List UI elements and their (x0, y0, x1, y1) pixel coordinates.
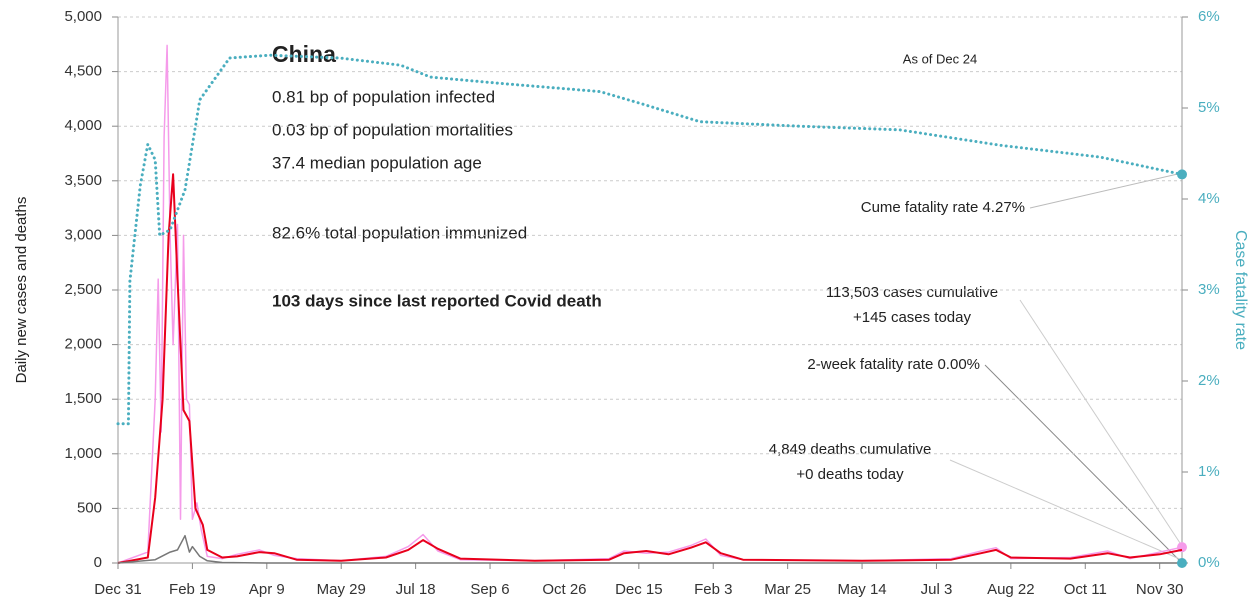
callout: Cume fatality rate 4.27% (861, 199, 1025, 216)
callout: 2-week fatality rate 0.00% (807, 356, 980, 373)
y2-tick-label: 2% (1198, 372, 1220, 389)
callout-line (1019, 299, 1183, 547)
callout: +145 cases today (853, 309, 972, 326)
y-tick-label: 3,000 (64, 226, 102, 243)
x-tick-label: Dec 15 (615, 581, 663, 598)
highlight: 103 days since last reported Covid death (272, 291, 602, 310)
y2-tick-label: 3% (1198, 281, 1220, 298)
y-tick-label: 500 (77, 499, 102, 516)
y-tick-label: 1,000 (64, 445, 102, 462)
callout: 113,503 cases cumulative (826, 284, 998, 301)
series-line (117, 534, 1182, 564)
y2-axis-label: Case fatality rate (1232, 230, 1249, 350)
x-tick-label: Aug 22 (987, 581, 1035, 598)
callout-line (984, 364, 1183, 564)
annotation: 0.81 bp of population infected (272, 87, 495, 106)
annotation: 0.03 bp of population mortalities (272, 120, 513, 139)
y-tick-label: 4,000 (64, 117, 102, 134)
x-tick-label: Oct 26 (542, 581, 586, 598)
y2-tick-label: 6% (1198, 8, 1220, 25)
x-tick-label: Dec 31 (94, 581, 142, 598)
chart-title: China (272, 41, 336, 67)
y2-tick-label: 5% (1198, 99, 1220, 116)
x-tick-label: Apr 9 (249, 581, 285, 598)
callout: 4,849 deaths cumulative (769, 441, 932, 458)
callout-line (1029, 172, 1183, 209)
x-tick-label: Feb 3 (694, 581, 732, 598)
x-tick-label: Nov 30 (1136, 581, 1184, 598)
y2-tick-label: 4% (1198, 190, 1220, 207)
end-marker (1177, 169, 1187, 180)
y-tick-label: 3,500 (64, 172, 102, 189)
y-tick-label: 0 (94, 554, 102, 571)
x-tick-label: Sep 6 (470, 581, 509, 598)
x-tick-label: May 29 (317, 581, 366, 598)
x-tick-label: Oct 11 (1064, 581, 1107, 598)
end-marker (1177, 558, 1187, 568)
annotation: 37.4 median population age (272, 153, 482, 172)
annotation: 82.6% total population immunized (272, 223, 527, 242)
callout-line (949, 459, 1183, 561)
x-tick-label: Jul 18 (396, 581, 436, 598)
y-tick-label: 4,500 (64, 63, 102, 80)
as-of: As of Dec 24 (903, 51, 977, 66)
x-tick-label: Jul 3 (921, 581, 953, 598)
y2-tick-label: 1% (1198, 463, 1220, 480)
x-tick-label: Mar 25 (764, 581, 811, 598)
y-axis-label: Daily new cases and deaths (13, 197, 30, 384)
y-tick-label: 1,500 (64, 390, 102, 407)
y-tick-label: 5,000 (64, 8, 102, 25)
series-line (116, 53, 1184, 426)
y-tick-label: 2,000 (64, 336, 102, 353)
x-tick-label: Feb 19 (169, 581, 216, 598)
y2-tick-label: 0% (1198, 554, 1220, 571)
callout: +0 deaths today (796, 466, 904, 483)
series-line (117, 173, 1183, 564)
y-tick-label: 2,500 (64, 281, 102, 298)
x-tick-label: May 14 (837, 581, 886, 598)
